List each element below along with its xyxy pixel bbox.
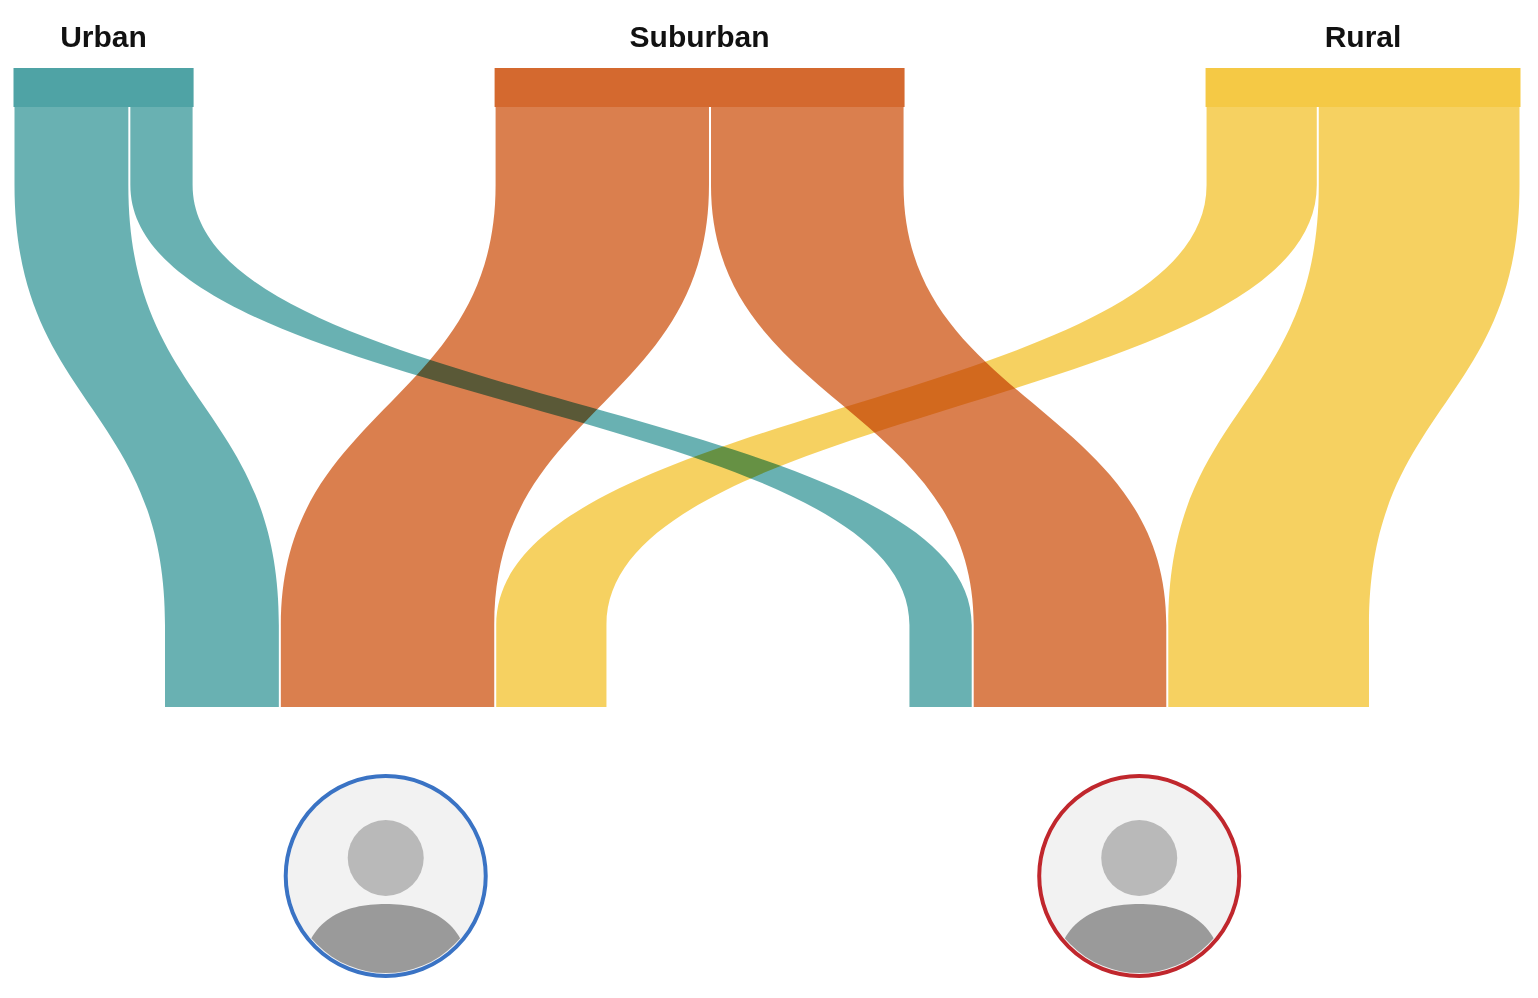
silhouette-body: [1054, 904, 1224, 986]
portrait-ring: [286, 776, 486, 976]
source-bars: [14, 68, 1521, 107]
portrait-silhouette: [1054, 820, 1224, 986]
source-bar: [1206, 68, 1521, 107]
silhouette-body: [301, 904, 471, 986]
target-portrait: [286, 776, 486, 986]
chart: Urban Suburban Rural: [0, 0, 1538, 998]
silhouette-head: [1101, 820, 1177, 896]
plot-area: [14, 68, 1521, 707]
source-labels: Urban Suburban Rural: [60, 20, 1401, 53]
flows: [15, 107, 1520, 707]
source-label: Urban: [60, 20, 147, 53]
targets: [286, 776, 1240, 986]
portrait-ring: [1039, 776, 1239, 976]
flow: [1168, 107, 1519, 707]
source-label: Suburban: [630, 20, 770, 53]
flow: [281, 107, 709, 707]
source-bar: [495, 68, 905, 107]
portrait-silhouette: [301, 820, 471, 986]
silhouette-head: [348, 820, 424, 896]
source-bar: [14, 68, 194, 107]
source-label: Rural: [1325, 20, 1402, 53]
target-portrait: [1039, 776, 1239, 986]
